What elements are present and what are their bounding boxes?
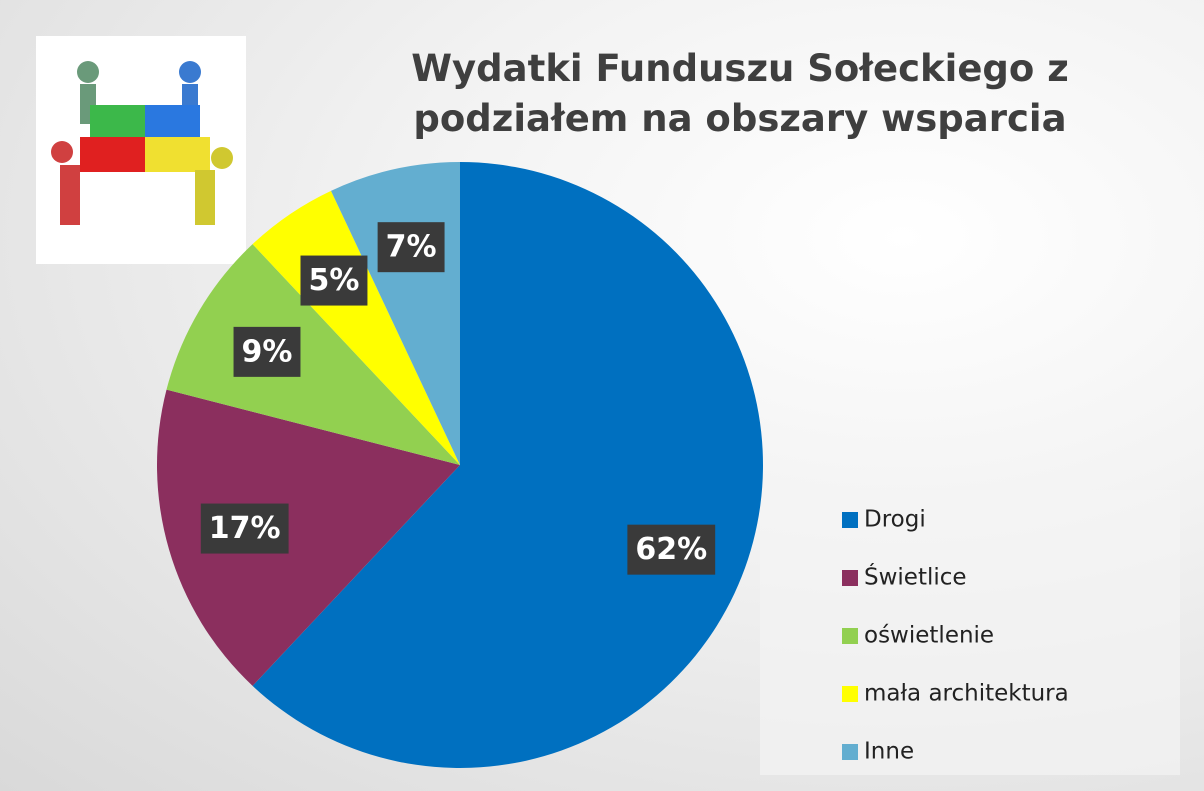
data-label: 17% <box>209 511 281 546</box>
clipart <box>36 36 246 264</box>
legend-label: Inne <box>864 739 914 765</box>
legend-swatch <box>842 570 858 586</box>
legend-label: mała architektura <box>864 681 1069 707</box>
legend-swatch <box>842 744 858 760</box>
data-label-box <box>200 503 289 554</box>
data-label-box <box>300 255 368 306</box>
data-label: 5% <box>309 263 360 298</box>
pie-slice <box>156 389 460 686</box>
data-label: 62% <box>635 532 707 567</box>
legend-label: Drogi <box>864 507 926 533</box>
legend-swatch <box>842 628 858 644</box>
legend-box <box>760 490 1180 775</box>
legend-label: Świetlice <box>864 563 967 591</box>
data-label: 9% <box>242 334 293 369</box>
data-label: 7% <box>386 230 437 265</box>
legend-swatch <box>842 512 858 528</box>
data-label-box <box>377 222 445 273</box>
legend-label: oświetlenie <box>864 623 994 649</box>
pie-slice <box>166 244 461 465</box>
pie-slice <box>252 162 763 768</box>
data-label-box <box>233 326 301 377</box>
data-label-box <box>627 524 716 575</box>
legend-swatch <box>842 686 858 702</box>
chart-title: Wydatki Funduszu Sołeckiego z podziałem … <box>411 47 1069 140</box>
